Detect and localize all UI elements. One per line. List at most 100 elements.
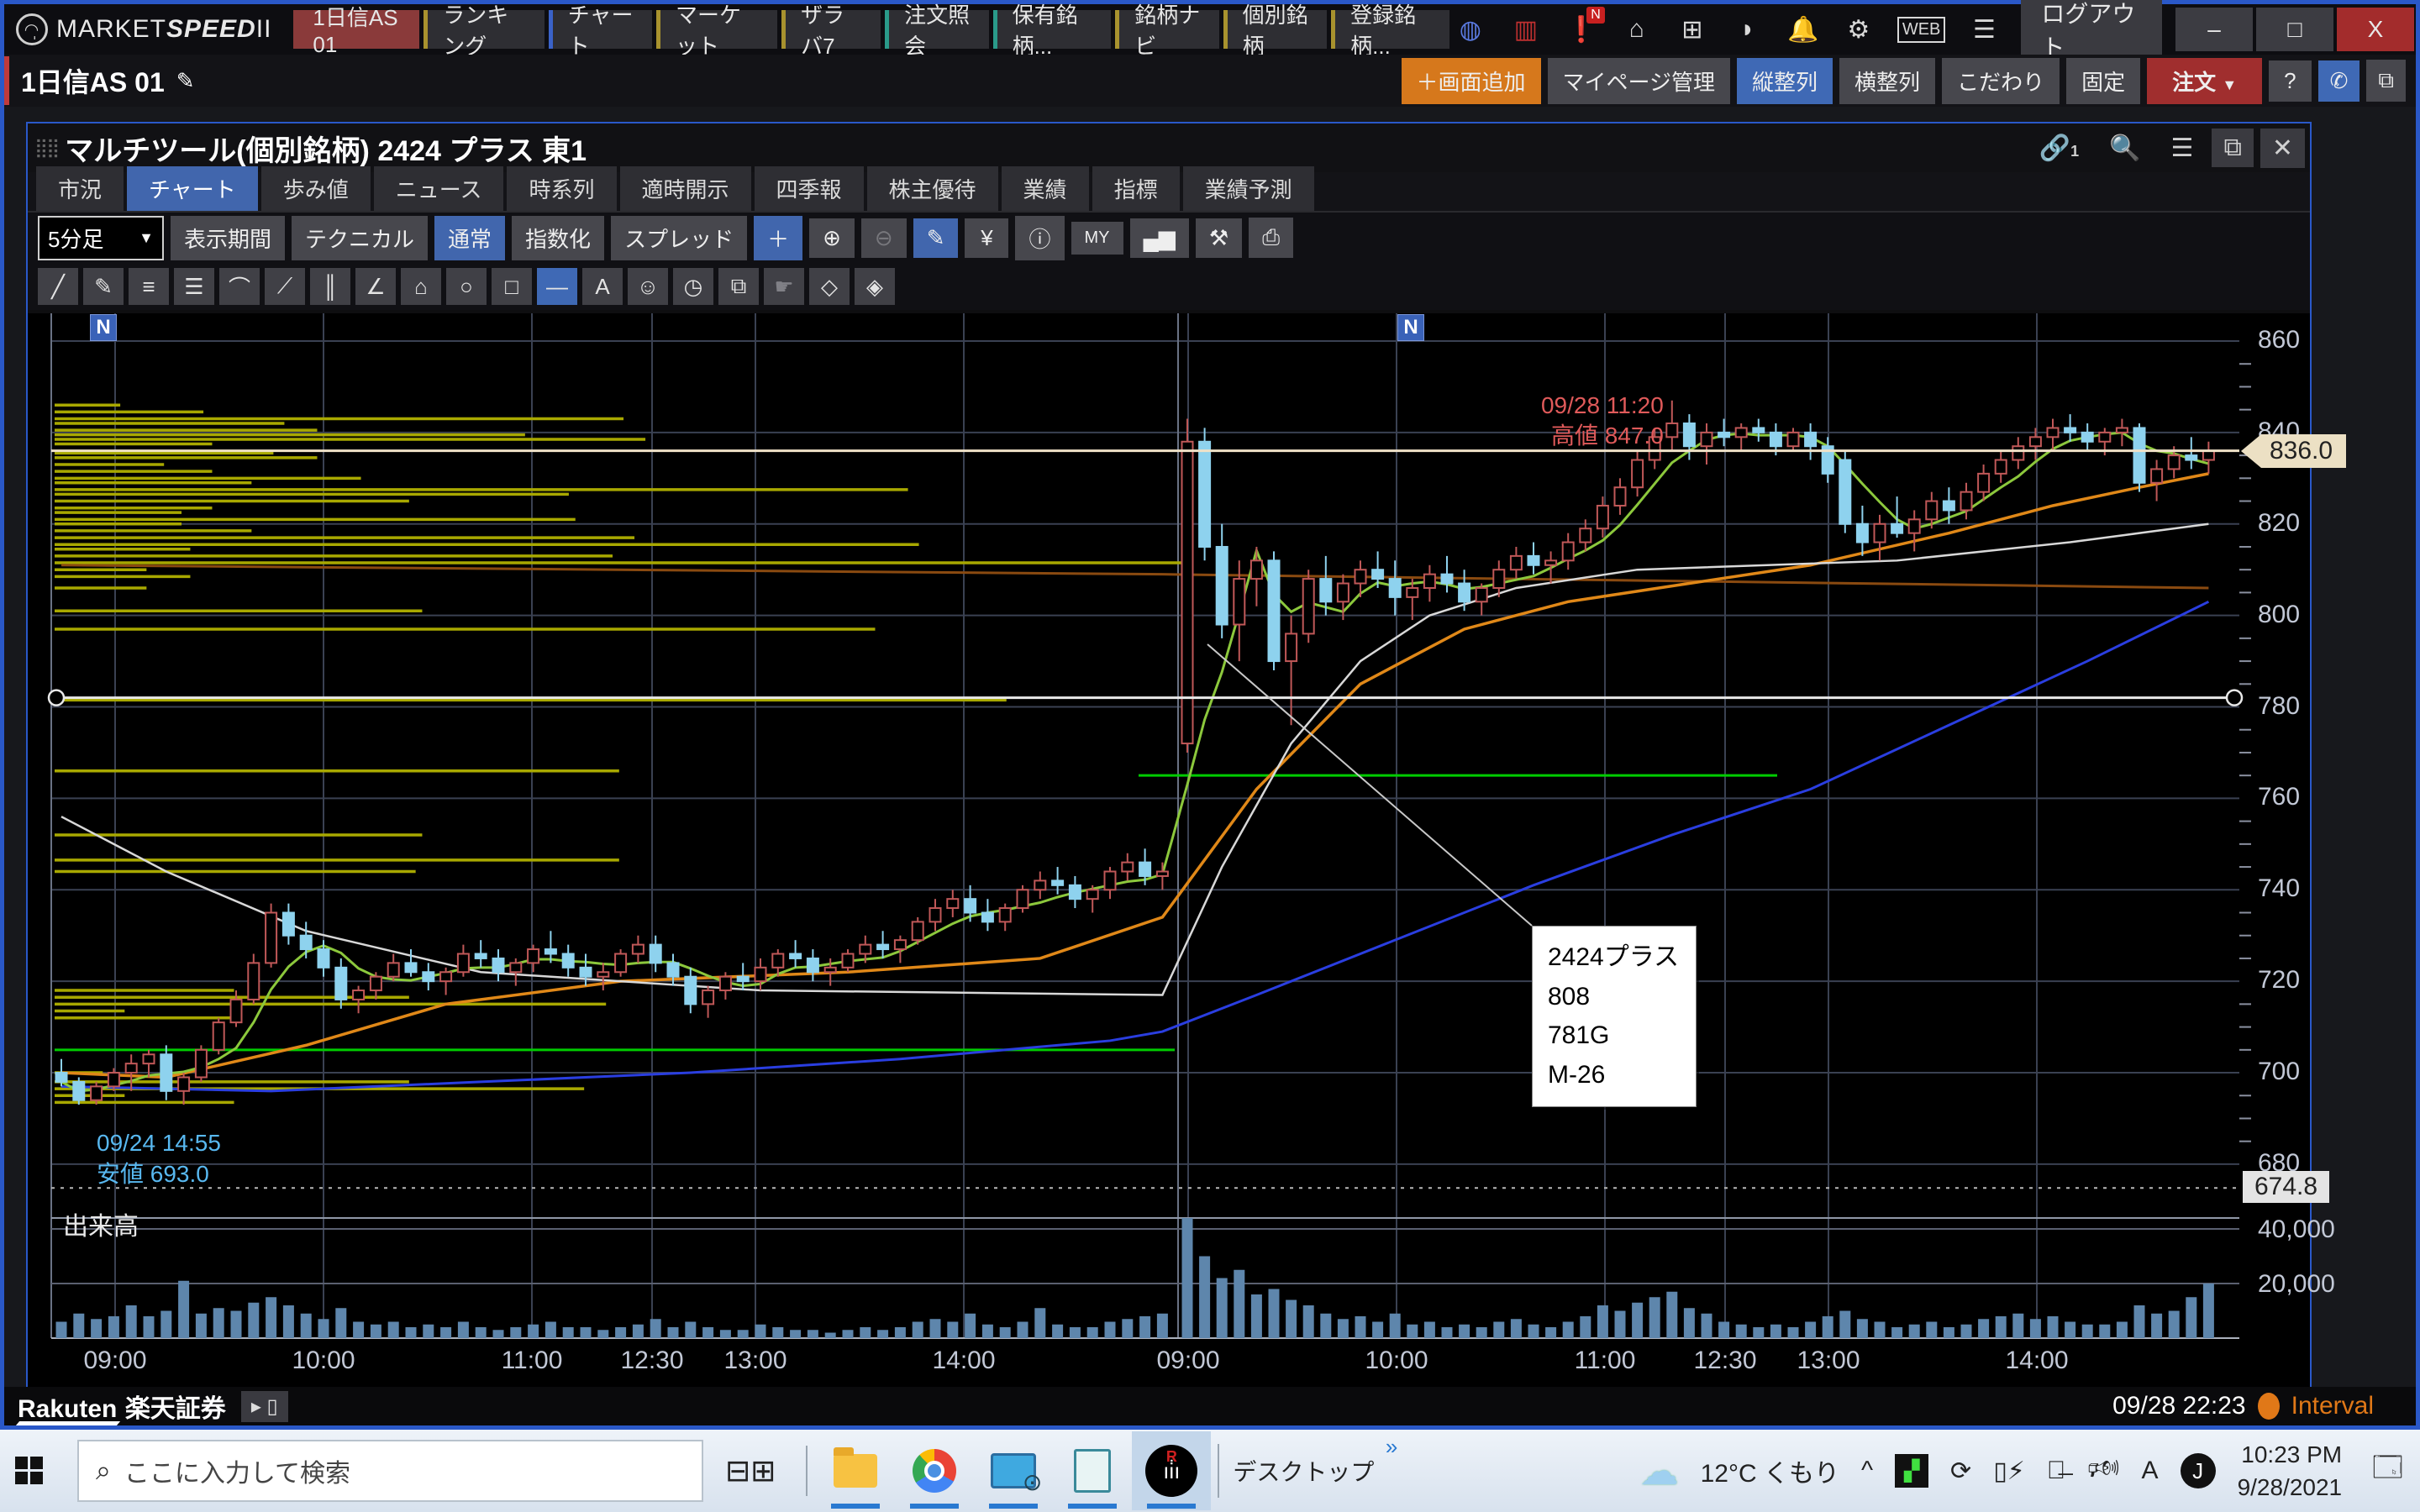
add-window-icon[interactable]: ⊞ — [1681, 15, 1703, 44]
taskbar-clock[interactable]: 10:23 PM 9/28/2021 — [2237, 1441, 2343, 1500]
help-button[interactable]: ? — [2269, 60, 2312, 102]
taskbar-chrome-icon[interactable] — [895, 1431, 974, 1510]
menubar-tab-8[interactable]: 個別銘柄 — [1223, 3, 1328, 59]
window-titlebar[interactable]: ⣿⣿ マルチツール(個別銘柄) 2424 プラス 東1 🔗1 🔍 ☰ ⧉ ✕ — [28, 123, 2310, 172]
fan-line-icon[interactable]: ⟋ — [265, 268, 305, 305]
start-button[interactable] — [0, 1430, 59, 1512]
tray-update-icon[interactable]: ⟳ — [1950, 1457, 1972, 1485]
tab-四季報[interactable]: 四季報 — [754, 166, 864, 211]
tray-chevron-icon[interactable]: ^ — [1860, 1457, 1874, 1484]
link-icon[interactable]: 🔗1 — [2039, 134, 2080, 162]
menubar-tab-7[interactable]: 銘柄ナビ — [1115, 3, 1219, 59]
toolbar-button-1[interactable]: テクニカル — [292, 215, 429, 260]
pentagon-icon[interactable]: ⌂ — [401, 268, 441, 305]
tab-市況[interactable]: 市況 — [36, 166, 124, 211]
news-marker-icon[interactable]: N — [90, 314, 117, 341]
wifi-icon[interactable]: 〜̶ — [2046, 1457, 2066, 1484]
print-icon[interactable]: ⎙ — [1249, 218, 1294, 258]
chart-alert-icon[interactable]: ▥ — [1513, 15, 1538, 44]
taskbar-notepad-icon[interactable] — [1053, 1431, 1132, 1510]
tab-チャート[interactable]: チャート — [127, 166, 258, 211]
menubar-tab-4[interactable]: ザラバ7 — [781, 3, 881, 59]
close-button[interactable]: X — [2337, 8, 2414, 51]
tab-適時開示[interactable]: 適時開示 — [619, 166, 751, 211]
speaker-icon[interactable]: 🕬 — [2087, 1454, 2120, 1483]
time-cycle-icon[interactable]: ◷ — [673, 268, 713, 305]
eraser-all-icon[interactable]: ◈ — [855, 268, 895, 305]
chevron-expand-icon[interactable]: » — [1385, 1434, 1398, 1459]
fib-arc-icon[interactable]: ⌒ — [219, 268, 260, 305]
yen-icon[interactable]: ¥ — [965, 218, 1009, 258]
tab-指標[interactable]: 指標 — [1092, 166, 1180, 211]
task-view-icon[interactable]: ⊟⊞ — [725, 1453, 776, 1488]
crosshair-icon[interactable]: ＋ — [754, 215, 803, 260]
display-icon[interactable]: ◗ — [1739, 15, 1755, 43]
tab-歩み値[interactable]: 歩み値 — [260, 166, 371, 211]
menubar-tab-1[interactable]: ランキング — [424, 3, 544, 59]
search-icon[interactable]: 🔍 — [2109, 134, 2141, 162]
ime-a-icon[interactable]: A — [2141, 1457, 2159, 1484]
cascade-icon[interactable]: ⧉ — [2212, 129, 2254, 167]
tools-icon[interactable]: ⚒ — [1195, 218, 1243, 258]
phone-support-icon[interactable]: ✆ — [2317, 60, 2360, 102]
rect-icon[interactable]: □ — [492, 268, 532, 305]
tab-業績[interactable]: 業績 — [1001, 166, 1089, 211]
icon-stamp-icon[interactable]: ☺ — [628, 268, 668, 305]
ws-button-0[interactable]: ＋画面追加 — [1401, 57, 1541, 104]
order-button[interactable]: 注文 ▼ — [2147, 57, 2263, 104]
tab-株主優待[interactable]: 株主優待 — [866, 166, 998, 211]
home-icon[interactable]: ⌂ — [1628, 15, 1644, 43]
hand-icon[interactable]: ☛ — [764, 268, 804, 305]
menubar-tab-6[interactable]: 保有銘柄... — [992, 3, 1112, 59]
battery-icon[interactable]: ▯⚡ — [1993, 1457, 2025, 1485]
my-chart-icon[interactable]: MY — [1071, 221, 1123, 255]
info-icon[interactable]: ⓘ — [1015, 215, 1065, 260]
v-lines-icon[interactable]: ║ — [310, 268, 350, 305]
mode-通常[interactable]: 通常 — [434, 215, 506, 260]
settings-icon[interactable]: ⚙ — [1847, 15, 1870, 44]
price-chart[interactable] — [28, 312, 2310, 1392]
parallel-line-icon[interactable]: ✎ — [83, 268, 124, 305]
news-marker-icon[interactable]: N — [1397, 314, 1424, 341]
ellipse-icon[interactable]: ○ — [446, 268, 487, 305]
copy-icon[interactable]: ⧉ — [718, 268, 759, 305]
h-lines3-icon[interactable]: ≡ — [129, 268, 169, 305]
zoom-in-icon[interactable]: ⊕ — [809, 218, 855, 258]
weather-text[interactable]: 12°C くもり — [1700, 1460, 1839, 1488]
desktop-toolbar[interactable]: » デスクトップ — [1218, 1434, 1399, 1498]
weather-cloud-icon[interactable]: ☁ — [1639, 1449, 1679, 1493]
chart-area[interactable]: 860 840 820 800 780 760 740 720 700 680 40,000 20,0… — [28, 312, 2347, 1392]
draw-pencil-icon[interactable]: ✎ — [913, 218, 959, 258]
edit-workspace-icon[interactable]: ✎ — [176, 67, 195, 93]
taskbar-search-input[interactable]: ⌕ ここに入力して検索 — [77, 1440, 703, 1502]
taskbar-file-explorer-icon[interactable] — [816, 1431, 895, 1510]
ws-button-1[interactable]: マイページ管理 — [1547, 57, 1731, 104]
tab-ニュース[interactable]: ニュース — [373, 166, 504, 211]
statusbar-expand-button[interactable]: ▸ ▯ — [240, 1390, 288, 1422]
eraser-icon[interactable]: ◇ — [809, 268, 850, 305]
ws-button-2[interactable]: 縦整列 — [1737, 57, 1833, 104]
menu-icon[interactable]: ☰ — [2170, 134, 2194, 162]
layout-icon[interactable]: ⧉ — [2366, 60, 2406, 102]
web-icon[interactable]: WEB — [1897, 16, 1946, 43]
trend-line-icon[interactable]: ╱ — [38, 268, 78, 305]
maximize-button[interactable]: □ — [2256, 8, 2333, 51]
marketspeed-icon[interactable]: ◍ — [1459, 15, 1481, 44]
menubar-tab-3[interactable]: マーケット — [656, 3, 778, 59]
timeframe-select[interactable]: 5分足 ▼ — [38, 215, 164, 260]
taskbar-magnifier-icon[interactable] — [974, 1431, 1053, 1510]
ws-button-3[interactable]: 横整列 — [1839, 57, 1936, 104]
text-icon[interactable]: A — [582, 268, 623, 305]
menu-icon[interactable]: ☰ — [1972, 15, 1996, 44]
menubar-tab-0[interactable]: 1日信AS 01 — [293, 5, 420, 57]
action-center-icon[interactable]: 🗔 — [2372, 1451, 2403, 1483]
zoom-out-icon[interactable]: ⊖ — [860, 218, 907, 258]
menubar-tab-9[interactable]: 登録銘柄... — [1331, 3, 1449, 59]
area-chart-icon[interactable]: ▄▆ — [1129, 218, 1189, 258]
ws-button-5[interactable]: 固定 — [2066, 57, 2141, 104]
minimize-button[interactable]: – — [2175, 8, 2253, 51]
close-icon[interactable]: ✕ — [2260, 128, 2305, 168]
bell-icon[interactable]: 🔔 — [1787, 15, 1819, 44]
tab-時系列[interactable]: 時系列 — [507, 166, 617, 211]
